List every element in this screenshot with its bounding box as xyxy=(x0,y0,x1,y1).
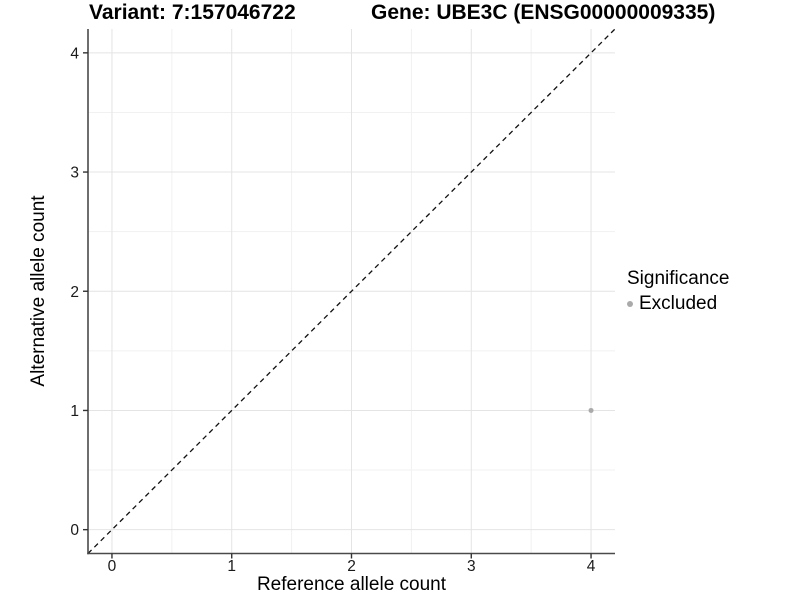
y-tick-label: 1 xyxy=(70,403,79,420)
plot-title-variant: Variant: 7:157046722 xyxy=(89,1,296,24)
point-marker-icon xyxy=(627,301,633,307)
y-tick-label: 0 xyxy=(70,522,79,539)
identity-dashed-line xyxy=(87,28,616,554)
legend: Significance Excluded xyxy=(627,268,729,315)
x-tick-label: 3 xyxy=(467,558,476,575)
legend-title: Significance xyxy=(627,268,730,289)
y-tick-label: 3 xyxy=(70,165,79,182)
legend-item-excluded: Excluded xyxy=(627,293,729,315)
data-point xyxy=(588,407,594,413)
y-tick-label: 4 xyxy=(70,45,79,62)
plot-title-gene: Gene: UBE3C (ENSG00000009335) xyxy=(371,1,716,24)
legend-item-label: Excluded xyxy=(639,293,718,314)
x-tick-label: 1 xyxy=(227,558,236,575)
y-tick-label: 2 xyxy=(70,284,79,301)
x-tick-label: 4 xyxy=(587,558,596,575)
y-axis-title: Alternative allele count xyxy=(28,195,49,387)
x-tick-label: 2 xyxy=(347,558,356,575)
x-tick-label: 0 xyxy=(108,558,117,575)
x-axis-title: Reference allele count xyxy=(256,574,447,595)
